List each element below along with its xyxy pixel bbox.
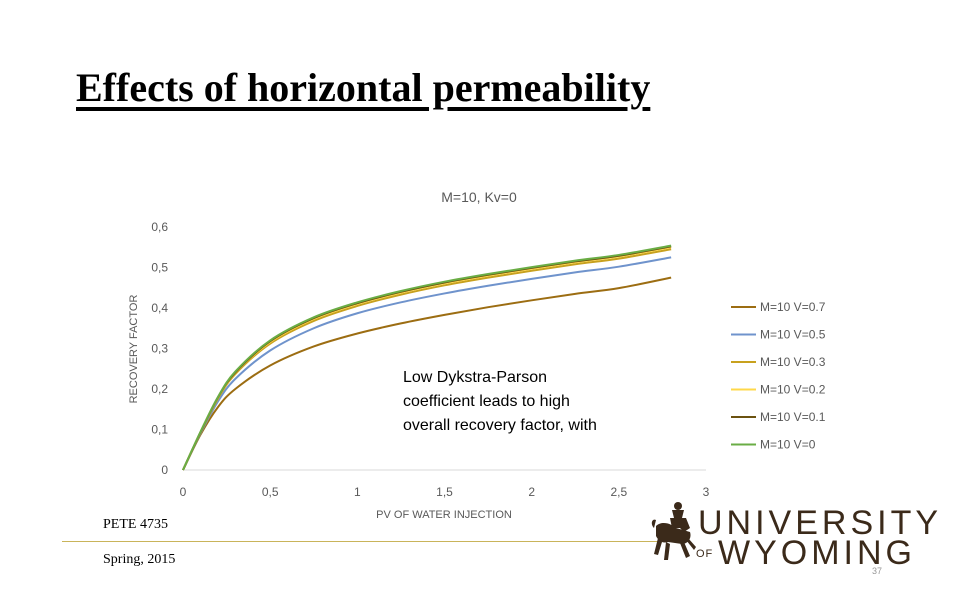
x-tick-label: 0,5: [262, 485, 279, 499]
slide-title: Effects of horizontal permeability: [76, 65, 651, 110]
annotation-line: Low Dykstra-Parson: [403, 369, 547, 386]
legend-entry: M=10 V=0.3: [760, 355, 826, 369]
legend-entry: M=10 V=0.5: [760, 328, 826, 342]
footer-term: Spring, 2015: [103, 552, 176, 567]
legend-entry: M=10 V=0: [760, 438, 816, 452]
y-tick-label: 0,1: [151, 423, 168, 437]
series-line: [182, 246, 672, 471]
series-line: [182, 245, 672, 471]
legend-entry: M=10 V=0.1: [760, 410, 826, 424]
chart-title: M=10, Kv=0: [441, 189, 517, 205]
logo-of-text: OF: [696, 548, 714, 560]
x-axis-label: PV OF WATER INJECTION: [376, 509, 512, 521]
y-tick-label: 0: [161, 463, 168, 477]
series-line: [182, 256, 672, 471]
y-tick-label: 0,6: [151, 220, 168, 234]
logo-university-text: UNIVERSITY: [698, 504, 943, 542]
x-tick-label: 3: [703, 485, 710, 499]
series-line: [182, 244, 672, 471]
annotation-line: coefficient leads to high: [403, 393, 570, 410]
x-tick-label: 1,5: [436, 485, 453, 499]
footer-divider: [62, 541, 662, 542]
series-line: [182, 276, 672, 471]
y-tick-label: 0,4: [151, 301, 168, 315]
chart-series: [182, 244, 672, 471]
annotation-line: overall recovery factor, with: [403, 417, 597, 434]
y-axis-label: RECOVERY FACTOR: [128, 295, 140, 404]
chart-annotation: Low Dykstra-Parson coefficient leads to h…: [403, 369, 597, 434]
footer-course-code: PETE 4735: [103, 517, 168, 532]
y-tick-label: 0,2: [151, 382, 168, 396]
page-number: 37: [872, 566, 883, 576]
y-tick-label: 0,5: [151, 261, 168, 275]
legend-entry: M=10 V=0.7: [760, 300, 826, 314]
university-logo: UNIVERSITY OF WYOMING: [650, 498, 938, 578]
chart-legend: M=10 V=0.7 M=10 V=0.5 M=10 V=0.3 M=10 V=0.2…: [731, 300, 826, 452]
chart-axes: 0 0,5 1 1,5 2 2,5 3 0 0,1 0,2 0,3 0,4 0,5 0,6: [151, 220, 709, 499]
y-tick-label: 0,3: [151, 342, 168, 356]
logo-wyoming-text: WYOMING: [718, 534, 916, 572]
legend-entry: M=10 V=0.2: [760, 383, 826, 397]
x-tick-label: 1: [354, 485, 361, 499]
bucking-horse-icon: [651, 502, 696, 560]
x-tick-label: 2,5: [610, 485, 627, 499]
x-tick-label: 2: [528, 485, 535, 499]
x-tick-label: 0: [180, 485, 187, 499]
